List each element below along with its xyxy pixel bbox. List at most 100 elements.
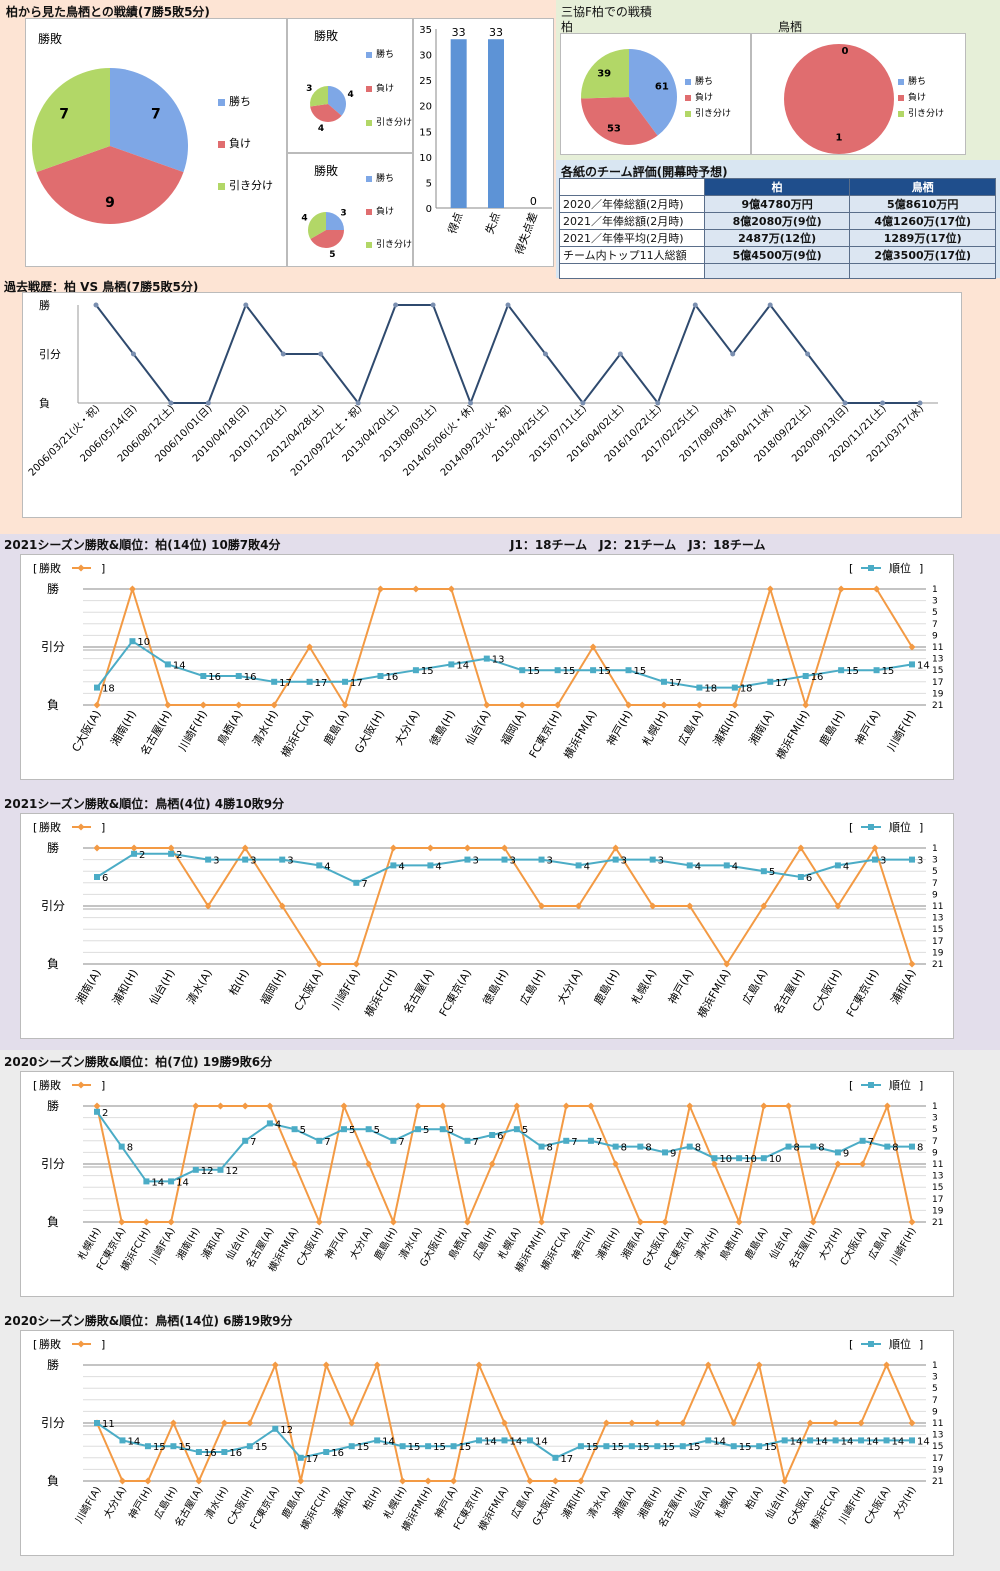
result-point bbox=[341, 701, 349, 709]
rank-point bbox=[390, 862, 397, 869]
h2h-y-label: 引分 bbox=[39, 347, 61, 361]
rank-data-label: 17 bbox=[306, 1454, 319, 1465]
result-legend-close: ] bbox=[101, 562, 105, 575]
rank-data-label: 15 bbox=[357, 1442, 370, 1453]
h2h-point bbox=[393, 302, 399, 308]
sankyo-section-title: 三協F柏での戦積 bbox=[561, 5, 652, 19]
rank-tick-label: 5 bbox=[932, 1384, 938, 1394]
result-point bbox=[204, 902, 212, 910]
bar-goals-chart: 0 5 10 15 20 25 30 35 33 得点 33 失点 0 得失点差 bbox=[419, 25, 552, 256]
match-x-label: 湘南(H) bbox=[635, 1484, 664, 1521]
rank-data-label: 14 bbox=[790, 1436, 803, 1447]
result-legend-marker bbox=[77, 1081, 85, 1089]
match-x-label: 神戸(H) bbox=[126, 1484, 155, 1521]
bar-goals-panel: 0 5 10 15 20 25 30 35 33 得点 33 失点 0 得失点差 bbox=[413, 18, 554, 267]
rank-point bbox=[603, 1443, 610, 1450]
match-x-label: 札幌(A) bbox=[628, 967, 659, 1007]
result-point bbox=[908, 1218, 916, 1226]
result-point bbox=[315, 960, 323, 968]
rank-data-label: 3 bbox=[213, 856, 219, 867]
rank-data-label: 16 bbox=[208, 672, 221, 683]
h2h-point bbox=[130, 351, 136, 357]
rank-data-label: 15 bbox=[153, 1442, 166, 1453]
pie-tosu-panel: 010勝ち負け引き分け bbox=[751, 33, 966, 155]
result-legend-open: [ bbox=[33, 562, 37, 575]
result-point bbox=[167, 844, 175, 852]
pie-slice bbox=[581, 49, 629, 99]
match-x-label: 鹿島(A) bbox=[320, 708, 351, 748]
match-x-label: 徳島(H) bbox=[426, 708, 458, 749]
result-y-label: 勝 bbox=[47, 1098, 59, 1113]
rank-data-label: 5 bbox=[522, 1125, 528, 1136]
rank-point bbox=[834, 1149, 841, 1156]
rank-point bbox=[760, 868, 767, 875]
rank-point bbox=[731, 684, 738, 691]
rank-data-label: 3 bbox=[510, 856, 516, 867]
match-x-label: 横浜FM(A) bbox=[694, 967, 733, 1021]
rank-point bbox=[513, 1126, 520, 1133]
result-point bbox=[731, 701, 739, 709]
rank-point bbox=[464, 856, 471, 863]
result-y-label: 負 bbox=[47, 1215, 59, 1229]
s2020-kashiwa-title: 2020シーズン勝敗&順位：柏(7位) 19勝9敗6分 bbox=[4, 1055, 273, 1069]
rank-data-label: 14 bbox=[510, 1436, 523, 1447]
result-legend-marker bbox=[77, 1340, 85, 1348]
rank-legend-open: [ bbox=[849, 562, 853, 575]
h2h-point bbox=[318, 351, 324, 357]
h2h-point bbox=[505, 302, 511, 308]
result-point bbox=[315, 1218, 323, 1226]
legend-swatch bbox=[218, 141, 225, 148]
rank-legend-open: [ bbox=[849, 821, 853, 834]
evaluation-kashiwa-value: 8億2080万(9位) bbox=[703, 212, 851, 230]
match-x-label: C大阪(H) bbox=[809, 967, 844, 1014]
result-point bbox=[93, 1102, 101, 1110]
rank-data-label: 8 bbox=[547, 1143, 553, 1154]
rank-line bbox=[96, 639, 913, 689]
rank-data-label: 14 bbox=[866, 1436, 879, 1447]
rank-tick-label: 3 bbox=[932, 856, 938, 866]
legend-label: 負け bbox=[376, 205, 394, 217]
legend-swatch bbox=[366, 86, 372, 92]
rank-data-label: 15 bbox=[598, 666, 611, 677]
match-x-label: 川崎F(A) bbox=[72, 1484, 104, 1526]
rank-tick-label: 1 bbox=[932, 844, 938, 854]
rank-data-label: 7 bbox=[250, 1137, 256, 1148]
rank-point bbox=[425, 1443, 432, 1450]
rank-data-label: 3 bbox=[621, 856, 627, 867]
result-point bbox=[399, 1477, 407, 1485]
rank-data-label: 2 bbox=[176, 850, 182, 861]
rank-point bbox=[730, 1443, 737, 1450]
rank-point bbox=[448, 661, 455, 668]
rank-line bbox=[96, 1111, 912, 1183]
rank-data-label: 4 bbox=[695, 861, 701, 872]
match-x-label: 鳥栖(H) bbox=[717, 1225, 746, 1262]
result-legend-label: 勝敗 bbox=[39, 820, 61, 834]
match-x-label: 湘南(A) bbox=[618, 1225, 647, 1262]
result-point bbox=[653, 1419, 661, 1427]
rank-data-label: 15 bbox=[739, 1442, 752, 1453]
rank-data-label: 10 bbox=[769, 1154, 782, 1165]
result-point bbox=[118, 1477, 127, 1485]
h2h-section-title: 過去戦歴：柏 VS 鳥栖(7勝5敗5分) bbox=[4, 280, 199, 294]
match-x-label: 清水(A) bbox=[396, 1225, 425, 1262]
result-point bbox=[538, 1218, 546, 1226]
match-x-label: 神戸(A) bbox=[432, 1484, 461, 1521]
match-x-label: 大分(H) bbox=[816, 1225, 845, 1262]
rank-data-label: 15 bbox=[586, 1442, 599, 1453]
pie-slice bbox=[32, 68, 110, 173]
result-point bbox=[297, 1477, 305, 1485]
rank-data-label: 17 bbox=[279, 678, 292, 689]
legend-label: 引き分け bbox=[695, 108, 731, 119]
evaluation-row bbox=[559, 263, 996, 279]
rank-data-label: 16 bbox=[385, 672, 398, 683]
match-x-label: 名古屋(H) bbox=[770, 967, 807, 1017]
rank-point bbox=[871, 856, 878, 863]
tosu-pie-label: 鳥栖 bbox=[778, 20, 803, 34]
rank-point bbox=[834, 862, 841, 869]
rank-point bbox=[552, 1454, 559, 1461]
evaluation-row-label: チーム内トップ11人総額 bbox=[559, 246, 705, 264]
match-x-label: C大阪(A) bbox=[69, 708, 104, 755]
rank-data-label: 15 bbox=[634, 666, 647, 677]
rank-data-label: 7 bbox=[324, 1137, 330, 1148]
